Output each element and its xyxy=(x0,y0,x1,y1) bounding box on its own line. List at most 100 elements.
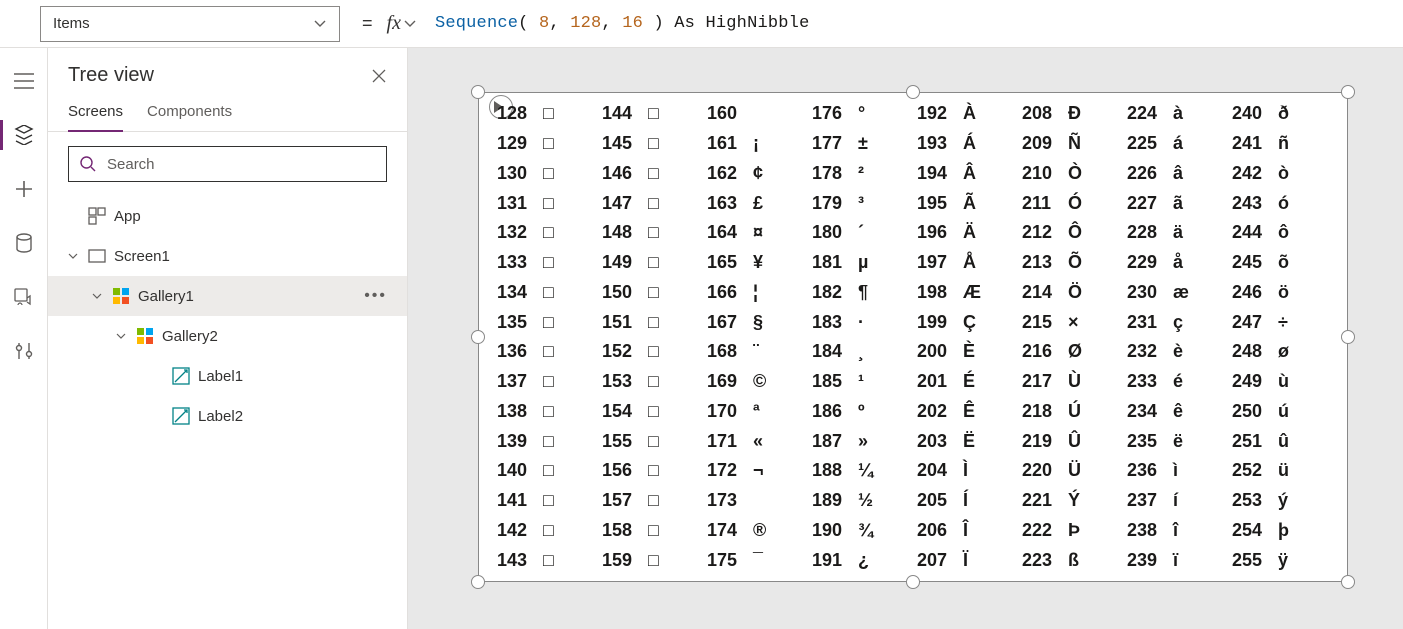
selection-handle[interactable] xyxy=(1341,85,1355,99)
gallery-cell: 150□ xyxy=(602,278,707,308)
char-glyph: ° xyxy=(858,103,884,124)
selection-handle[interactable] xyxy=(471,575,485,589)
gallery1-selection[interactable]: 128□129□130□131□132□133□134□135□136□137□… xyxy=(478,92,1348,582)
char-code: 215 xyxy=(1022,312,1068,333)
selection-handle[interactable] xyxy=(906,575,920,589)
tree-item-label1[interactable]: Label1 xyxy=(48,356,407,396)
gallery-cell: 129□ xyxy=(497,129,602,159)
char-code: 142 xyxy=(497,520,543,541)
char-glyph: □ xyxy=(648,371,674,392)
char-code: 249 xyxy=(1232,371,1278,392)
char-glyph: á xyxy=(1173,133,1199,154)
tree-view-icon[interactable] xyxy=(13,124,35,146)
char-glyph: □ xyxy=(543,103,569,124)
char-glyph: ß xyxy=(1068,550,1094,571)
tab-components[interactable]: Components xyxy=(147,103,232,131)
gallery-cell: 163£ xyxy=(707,188,812,218)
gallery-cell: 168¨ xyxy=(707,337,812,367)
char-code: 218 xyxy=(1022,401,1068,422)
char-code: 178 xyxy=(812,163,858,184)
char-glyph: Ö xyxy=(1068,282,1094,303)
char-code: 179 xyxy=(812,193,858,214)
close-icon[interactable] xyxy=(371,68,387,84)
gallery-cell: 228ä xyxy=(1127,218,1232,248)
screen-icon xyxy=(88,247,106,265)
gallery-cell: 173 xyxy=(707,486,812,516)
char-code: 200 xyxy=(917,341,963,362)
char-glyph: □ xyxy=(648,133,674,154)
chevron-down-icon[interactable] xyxy=(92,291,104,301)
char-glyph: õ xyxy=(1278,252,1304,273)
selection-handle[interactable] xyxy=(471,85,485,99)
char-code: 232 xyxy=(1127,341,1173,362)
gallery-cell: 225á xyxy=(1127,129,1232,159)
char-glyph: ï xyxy=(1173,550,1199,571)
property-selector[interactable]: Items xyxy=(40,6,340,42)
gallery-cell: 157□ xyxy=(602,486,707,516)
gallery-cell: 237í xyxy=(1127,486,1232,516)
char-glyph: □ xyxy=(648,252,674,273)
gallery-cell: 177± xyxy=(812,129,917,159)
char-code: 134 xyxy=(497,282,543,303)
fx-icon[interactable]: fx xyxy=(387,12,401,35)
gallery-cell: 180´ xyxy=(812,218,917,248)
tab-screens[interactable]: Screens xyxy=(68,103,123,132)
char-code: 193 xyxy=(917,133,963,154)
chevron-down-icon[interactable] xyxy=(68,251,80,261)
char-glyph: ¿ xyxy=(858,550,884,571)
insert-icon[interactable] xyxy=(13,178,35,200)
tree-item-app[interactable]: App xyxy=(48,196,407,236)
tree-item-gallery1[interactable]: Gallery1••• xyxy=(48,276,407,316)
char-code: 233 xyxy=(1127,371,1173,392)
char-code: 156 xyxy=(602,460,648,481)
char-glyph: □ xyxy=(543,520,569,541)
gallery-cell: 200È xyxy=(917,337,1022,367)
char-glyph: □ xyxy=(648,550,674,571)
tree-item-label2[interactable]: Label2 xyxy=(48,396,407,436)
selection-handle[interactable] xyxy=(1341,330,1355,344)
chevron-down-icon[interactable] xyxy=(116,331,128,341)
char-glyph: ô xyxy=(1278,222,1304,243)
gallery-cell: 206Î xyxy=(917,516,1022,546)
selection-handle[interactable] xyxy=(1341,575,1355,589)
char-code: 211 xyxy=(1022,193,1068,214)
char-code: 188 xyxy=(812,460,858,481)
gallery-cell: 210Ò xyxy=(1022,159,1127,189)
char-code: 167 xyxy=(707,312,753,333)
gallery-cell: 201É xyxy=(917,367,1022,397)
fx-expand-icon[interactable] xyxy=(403,17,417,31)
char-code: 234 xyxy=(1127,401,1173,422)
char-code: 250 xyxy=(1232,401,1278,422)
more-icon[interactable]: ••• xyxy=(364,287,387,305)
char-code: 238 xyxy=(1127,520,1173,541)
formula-text[interactable]: Sequence( 8, 128, 16 ) As HighNibble xyxy=(435,14,810,33)
selection-handle[interactable] xyxy=(906,85,920,99)
gallery-cell: 170ª xyxy=(707,397,812,427)
char-code: 199 xyxy=(917,312,963,333)
char-glyph: □ xyxy=(543,371,569,392)
canvas[interactable]: 128□129□130□131□132□133□134□135□136□137□… xyxy=(408,48,1403,629)
char-code: 136 xyxy=(497,341,543,362)
char-code: 220 xyxy=(1022,460,1068,481)
selection-handle[interactable] xyxy=(471,330,485,344)
hamburger-icon[interactable] xyxy=(13,70,35,92)
search-box[interactable] xyxy=(68,146,387,182)
gallery-cell: 194Â xyxy=(917,159,1022,189)
char-code: 166 xyxy=(707,282,753,303)
char-glyph: Ë xyxy=(963,431,989,452)
search-input[interactable] xyxy=(107,156,376,173)
gallery-cell: 181µ xyxy=(812,248,917,278)
char-glyph: ÿ xyxy=(1278,550,1304,571)
char-code: 247 xyxy=(1232,312,1278,333)
char-code: 170 xyxy=(707,401,753,422)
tree-item-gallery2[interactable]: Gallery2 xyxy=(48,316,407,356)
char-code: 237 xyxy=(1127,490,1173,511)
media-icon[interactable] xyxy=(13,286,35,308)
tree-item-screen1[interactable]: Screen1 xyxy=(48,236,407,276)
gallery-cell: 233é xyxy=(1127,367,1232,397)
char-code: 143 xyxy=(497,550,543,571)
char-code: 198 xyxy=(917,282,963,303)
data-icon[interactable] xyxy=(13,232,35,254)
settings-icon[interactable] xyxy=(13,340,35,362)
char-glyph: × xyxy=(1068,312,1094,333)
